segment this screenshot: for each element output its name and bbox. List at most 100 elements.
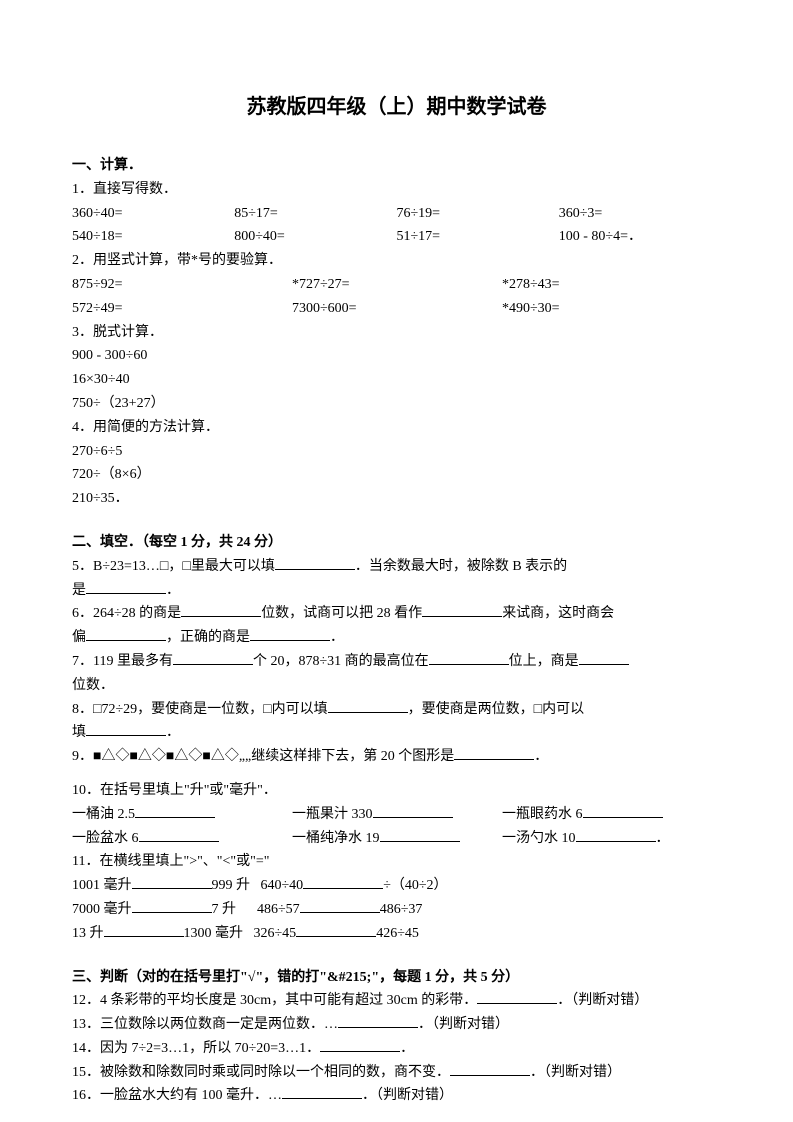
cell: 540÷18=	[72, 225, 234, 249]
blank[interactable]	[139, 828, 219, 842]
text: 6．264÷28 的商是	[72, 606, 181, 621]
section-3-header: 三、判断（对的在括号里打"√"，错的打"&#215;"，每题 1 分，共 5 分…	[72, 966, 721, 990]
cell: 85÷17=	[234, 202, 396, 226]
text: 999 升	[212, 878, 251, 893]
blank[interactable]	[422, 603, 502, 617]
q10-label: 10．在括号里填上"升"或"毫升"．	[72, 779, 721, 803]
text: 7．119 里最多有	[72, 654, 173, 669]
section-1-header: 一、计算．	[72, 154, 721, 178]
text: 来试商，这时商会	[502, 606, 614, 621]
q3-line: 750÷（23+27）	[72, 392, 721, 416]
blank[interactable]	[86, 722, 166, 736]
q1-label: 1．直接写得数．	[72, 178, 721, 202]
cell: 800÷40=	[234, 225, 396, 249]
text: 486÷57	[257, 902, 300, 917]
blank[interactable]	[576, 828, 656, 842]
text: ．当余数最大时，被除数 B 表示的	[355, 559, 567, 574]
cell: 一瓶眼药水 6	[502, 803, 721, 827]
blank[interactable]	[275, 556, 355, 570]
text: ．	[166, 725, 180, 740]
q11-row1: 1001 毫升 999 升 640÷40 ÷（40÷2）	[72, 874, 721, 898]
blank[interactable]	[450, 1062, 530, 1076]
blank[interactable]	[454, 746, 534, 760]
q14: 14．因为 7÷2=3…1，所以 70÷20=3…1．．	[72, 1037, 721, 1061]
q9-line: 9．■△◇■△◇■△◇■△◇„„继续这样排下去，第 20 个图形是 ．	[72, 745, 721, 769]
cell: 一桶油 2.5	[72, 803, 292, 827]
q6-line1: 6．264÷28 的商是位数，试商可以把 28 看作来试商，这时商会	[72, 602, 721, 626]
text: 9．■△◇■△◇■△◇■△◇„„继续这样排下去，第 20 个图形是	[72, 749, 454, 764]
blank[interactable]	[328, 699, 408, 713]
text: ．（判断对错）	[418, 1017, 509, 1032]
blank[interactable]	[477, 990, 557, 1004]
text: ÷（40÷2）	[383, 878, 447, 893]
blank[interactable]	[579, 651, 629, 665]
text: 偏	[72, 630, 86, 645]
cell: 一瓶果汁 330	[292, 803, 502, 827]
cell: 875÷92=	[72, 273, 292, 297]
cell: 360÷3=	[559, 202, 721, 226]
cell: 360÷40=	[72, 202, 234, 226]
cell: 76÷19=	[397, 202, 559, 226]
q16: 16．一脸盆水大约有 100 毫升．…．（判断对错）	[72, 1084, 721, 1108]
blank[interactable]	[429, 651, 509, 665]
blank[interactable]	[338, 1014, 418, 1028]
blank[interactable]	[132, 875, 212, 889]
blank[interactable]	[282, 1085, 362, 1099]
blank[interactable]	[135, 804, 215, 818]
blank[interactable]	[296, 923, 376, 937]
cell: *278÷43=	[502, 273, 721, 297]
blank[interactable]	[104, 923, 184, 937]
blank[interactable]	[86, 627, 166, 641]
q10-row2: 一脸盆水 6 一桶纯净水 19 一汤勺水 10．	[72, 827, 721, 851]
text: ．	[534, 749, 548, 764]
text: 15．被除数和除数同时乘或同时除以一个相同的数，商不变．	[72, 1065, 450, 1080]
blank[interactable]	[250, 627, 330, 641]
text: 1001 毫升	[72, 878, 132, 893]
q6-line2: 偏，正确的商是．	[72, 626, 721, 650]
text: 640÷40	[261, 878, 304, 893]
text: ．	[400, 1041, 414, 1056]
text: 1300 毫升	[184, 926, 244, 941]
q11-row2: 7000 毫升7 升 486÷57486÷37	[72, 898, 721, 922]
text: ，正确的商是	[166, 630, 250, 645]
blank[interactable]	[380, 828, 460, 842]
cell: 一桶纯净水 19	[292, 827, 502, 851]
text: ．	[166, 583, 180, 598]
text: 5．B÷23=13…□，□里最大可以填	[72, 559, 275, 574]
text: ．（判断对错）	[530, 1065, 621, 1080]
q4-label: 4．用简便的方法计算．	[72, 416, 721, 440]
text: 7 升	[212, 902, 237, 917]
q4-line: 270÷6÷5	[72, 440, 721, 464]
text: 426÷45	[376, 926, 419, 941]
cell: 一脸盆水 6	[72, 827, 292, 851]
blank[interactable]	[373, 804, 453, 818]
text: 位数．	[72, 678, 114, 693]
q1-row2: 540÷18= 800÷40= 51÷17= 100 - 80÷4=．	[72, 225, 721, 249]
q7-line2: 位数．	[72, 674, 721, 698]
blank[interactable]	[181, 603, 261, 617]
text: 486÷37	[380, 902, 423, 917]
cell: 100 - 80÷4=．	[559, 225, 721, 249]
text: 8．□72÷29，要使商是一位数，□内可以填	[72, 702, 328, 717]
blank[interactable]	[583, 804, 663, 818]
q5-line1: 5．B÷23=13…□，□里最大可以填 ．当余数最大时，被除数 B 表示的	[72, 555, 721, 579]
cell: *490÷30=	[502, 297, 721, 321]
q2-label: 2．用竖式计算，带*号的要验算．	[72, 249, 721, 273]
text: 个 20，878÷31 商的最高位在	[253, 654, 429, 669]
blank[interactable]	[300, 899, 380, 913]
blank[interactable]	[132, 899, 212, 913]
cell: *727÷27=	[292, 273, 502, 297]
q5-line2: 是．	[72, 579, 721, 603]
blank[interactable]	[173, 651, 253, 665]
q2-row1: 875÷92= *727÷27= *278÷43=	[72, 273, 721, 297]
text: 326÷45	[254, 926, 297, 941]
text: 是	[72, 583, 86, 598]
q13: 13．三位数除以两位数商一定是两位数．… ．（判断对错）	[72, 1013, 721, 1037]
blank[interactable]	[86, 580, 166, 594]
blank[interactable]	[320, 1038, 400, 1052]
text: 13．三位数除以两位数商一定是两位数．…	[72, 1017, 338, 1032]
q3-label: 3．脱式计算．	[72, 321, 721, 345]
blank[interactable]	[303, 875, 383, 889]
q15: 15．被除数和除数同时乘或同时除以一个相同的数，商不变． ．（判断对错）	[72, 1061, 721, 1085]
q11-label: 11．在横线里填上">"、"<"或"="	[72, 850, 721, 874]
